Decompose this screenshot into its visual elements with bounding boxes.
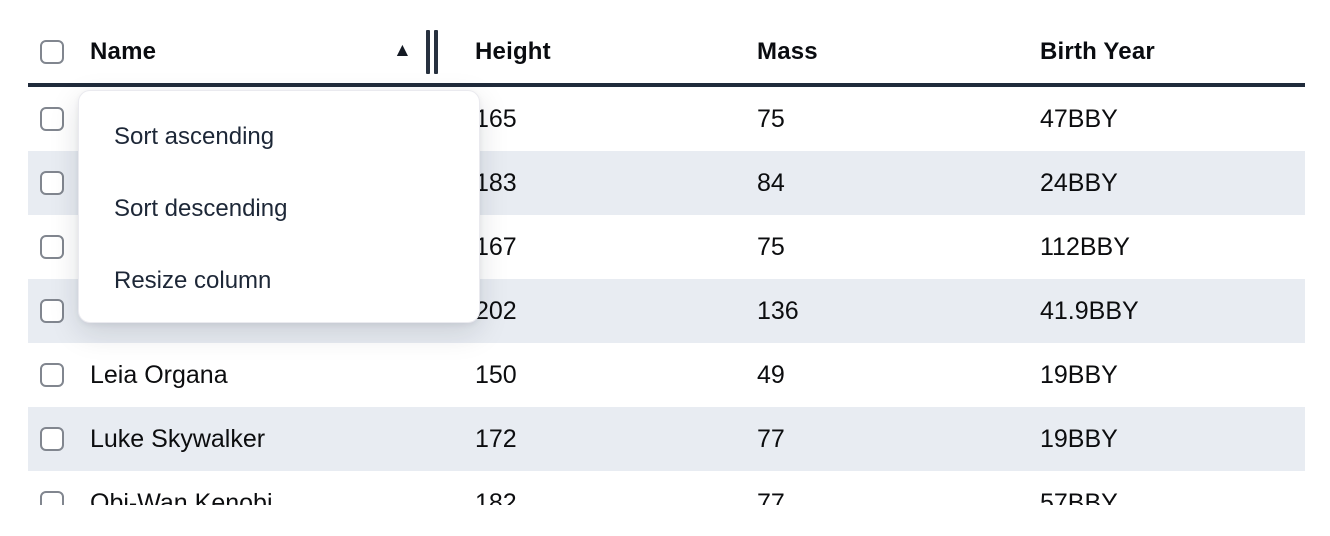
cell-mass: 75 [757,104,785,133]
cell-birth-year: 24BBY [1040,168,1118,197]
cell-height: 167 [475,232,517,261]
row-checkbox[interactable] [40,171,64,195]
column-header-mass[interactable]: Mass [737,20,1020,83]
select-all-checkbox[interactable] [40,39,64,64]
cell-mass: 77 [757,424,785,453]
cell-name: Luke Skywalker [90,424,266,453]
row-checkbox-cell [28,471,78,505]
row-checkbox-cell [28,407,78,471]
row-checkbox-cell [28,279,78,343]
cell-name: Leia Organa [90,360,228,389]
cell-mass: 77 [757,488,785,506]
column-header-birth-year[interactable]: Birth Year [1020,20,1305,83]
row-checkbox[interactable] [40,107,64,131]
row-checkbox[interactable] [40,363,64,387]
column-header-height[interactable]: Height [455,20,737,83]
column-header-height-label: Height [475,37,551,65]
table-row: Leia Organa 150 49 19BBY [28,343,1305,407]
cell-birth-year: 41.9BBY [1040,296,1139,325]
cell-mass: 75 [757,232,785,261]
column-resize-handle[interactable] [426,29,438,74]
cell-birth-year: 19BBY [1040,424,1118,453]
row-checkbox[interactable] [40,299,64,323]
row-checkbox-cell [28,151,78,215]
table-row: 167 75 112BBY [28,215,1305,279]
row-checkbox[interactable] [40,427,64,451]
cell-height: 182 [475,488,517,506]
column-header-name-label: Name [90,37,157,65]
cell-birth-year: 57BBY [1040,488,1118,506]
menu-item-sort-descending[interactable]: Sort descending [114,195,288,222]
cell-birth-year: 47BBY [1040,104,1118,133]
sort-ascending-icon: ▲ [392,40,412,61]
cell-birth-year: 112BBY [1040,232,1130,261]
table-body: 165 75 47BBY 183 84 24BBY 167 75 112BBY 202 136 41.… [28,87,1305,505]
cell-mass: 136 [757,296,799,325]
menu-item-resize-column[interactable]: Resize column [114,267,272,294]
row-checkbox-cell [28,87,78,151]
column-header-name[interactable]: Name ▲ [78,20,455,83]
cell-height: 165 [475,104,517,133]
cell-name: Obi-Wan Kenobi [90,488,273,506]
cell-mass: 84 [757,168,785,197]
cell-height: 172 [475,424,517,453]
header-checkbox-cell [28,20,78,83]
column-header-mass-label: Mass [757,37,818,65]
cell-height: 202 [475,296,517,325]
cell-mass: 49 [757,360,785,389]
row-checkbox[interactable] [40,235,64,259]
menu-item-sort-ascending[interactable]: Sort ascending [114,123,275,150]
cell-height: 183 [475,168,517,197]
table-row: 165 75 47BBY [28,87,1305,151]
column-header-birth-year-label: Birth Year [1040,37,1155,65]
column-context-menu: Sort ascending Sort descending Resize co… [78,90,480,323]
cell-height: 150 [475,360,517,389]
table-row: Obi-Wan Kenobi 182 77 57BBY [28,471,1305,505]
row-checkbox[interactable] [40,491,64,505]
table-row: Luke Skywalker 172 77 19BBY [28,407,1305,471]
row-checkbox-cell [28,343,78,407]
table-header-row: Name ▲ Height Mass Birth Year [28,20,1305,87]
cell-birth-year: 19BBY [1040,360,1118,389]
row-checkbox-cell [28,215,78,279]
